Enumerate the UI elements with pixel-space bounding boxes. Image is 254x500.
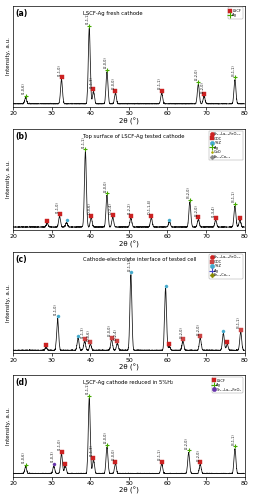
Text: (1,1,3): (1,1,3) bbox=[90, 76, 94, 88]
Text: (1,0,3): (1,0,3) bbox=[50, 450, 54, 462]
Text: (1,1,1): (1,1,1) bbox=[86, 382, 90, 394]
Text: (2,2,0): (2,2,0) bbox=[201, 81, 204, 92]
Text: (2,1,1): (2,1,1) bbox=[158, 448, 162, 460]
Text: Top surface of LSCF-Ag tested cathode: Top surface of LSCF-Ag tested cathode bbox=[83, 134, 184, 139]
Text: (3,1,1): (3,1,1) bbox=[231, 64, 235, 76]
Text: (1,1,1): (1,1,1) bbox=[86, 12, 90, 24]
Text: (3,2,0): (3,2,0) bbox=[179, 326, 183, 338]
Y-axis label: Intensity, a.u.: Intensity, a.u. bbox=[6, 407, 11, 445]
Text: Cathode-electrolyte interface of tested cell: Cathode-electrolyte interface of tested … bbox=[83, 257, 196, 262]
Text: (2,2,0): (2,2,0) bbox=[197, 449, 201, 461]
Text: (2,0,0): (2,0,0) bbox=[108, 324, 112, 336]
Text: (1,1,3): (1,1,3) bbox=[90, 444, 94, 456]
Text: (b): (b) bbox=[16, 132, 28, 141]
X-axis label: 2θ (°): 2θ (°) bbox=[119, 118, 139, 124]
Text: (1,2,2): (1,2,2) bbox=[127, 202, 131, 214]
Text: (1,1,0): (1,1,0) bbox=[56, 201, 60, 213]
Text: (0,2,4): (0,2,4) bbox=[109, 202, 113, 213]
Text: (0,0,6): (0,0,6) bbox=[87, 329, 91, 340]
Y-axis label: Intensity, a.u.: Intensity, a.u. bbox=[6, 284, 11, 322]
Text: LSCF-Ag fresh cathode: LSCF-Ag fresh cathode bbox=[83, 10, 142, 16]
Text: (2,0,0): (2,0,0) bbox=[103, 180, 107, 192]
Text: (2,0,0): (2,0,0) bbox=[103, 56, 107, 68]
Legend: LSCF, Ag, Sr₁.₂La₀.₈FeO₄: LSCF, Ag, Sr₁.₂La₀.₈FeO₄ bbox=[212, 377, 243, 393]
Text: (3,1,1): (3,1,1) bbox=[231, 433, 235, 445]
Text: (0,0,6): (0,0,6) bbox=[88, 202, 92, 214]
Text: (3,1,1): (3,1,1) bbox=[237, 316, 241, 328]
Text: (2,0,0): (2,0,0) bbox=[103, 432, 107, 444]
Text: (2,1,1): (2,1,1) bbox=[158, 78, 162, 90]
Text: (3,1,1): (3,1,1) bbox=[231, 190, 235, 202]
Text: (1,1,1): (1,1,1) bbox=[82, 136, 86, 147]
Text: LSCF-Ag cathode reduced in 5%H₂: LSCF-Ag cathode reduced in 5%H₂ bbox=[83, 380, 173, 386]
Text: (2,0,0): (2,0,0) bbox=[112, 78, 116, 90]
Legend: Sr₂.₂La₀.₈FeO₃.₃, GDC, YSZ, Ag, Fe₀.₅Co₀.₅: Sr₂.₂La₀.₈FeO₃.₃, GDC, YSZ, Ag, Fe₀.₅Co₀… bbox=[210, 254, 243, 279]
Y-axis label: Intensity, a.u.: Intensity, a.u. bbox=[6, 38, 11, 75]
X-axis label: 2θ (°): 2θ (°) bbox=[119, 364, 139, 371]
Text: (2,2,0): (2,2,0) bbox=[195, 204, 199, 216]
Text: (2,2,0): (2,2,0) bbox=[195, 68, 199, 80]
Text: (2,2,0): (2,2,0) bbox=[197, 323, 201, 334]
Text: (2,2,0): (2,2,0) bbox=[185, 437, 189, 448]
X-axis label: 2θ (°): 2θ (°) bbox=[119, 240, 139, 248]
Text: (1,1,0): (1,1,0) bbox=[54, 303, 58, 315]
Text: (1,1,0): (1,1,0) bbox=[58, 64, 62, 76]
Text: (2,0,0): (2,0,0) bbox=[112, 448, 116, 460]
Text: (1,1,3): (1,1,3) bbox=[81, 326, 85, 338]
Y-axis label: Intensity, a.u.: Intensity, a.u. bbox=[6, 160, 11, 198]
Text: (a): (a) bbox=[16, 8, 28, 18]
X-axis label: 2θ (°): 2θ (°) bbox=[119, 487, 139, 494]
Text: (1,0,6): (1,0,6) bbox=[22, 82, 26, 94]
Text: (0,2,4): (0,2,4) bbox=[114, 328, 118, 340]
Legend: Sr₂.₂La₀.₈FeO₃.₃, GDC, YSZ, Ag, CoO, Fe₀.₅Co₀.₅: Sr₂.₂La₀.₈FeO₃.₃, GDC, YSZ, Ag, CoO, Fe₀… bbox=[210, 130, 243, 160]
Text: (d): (d) bbox=[16, 378, 28, 388]
Text: (1,3,4): (1,3,4) bbox=[212, 205, 216, 216]
Text: (3,2,0): (3,2,0) bbox=[186, 186, 190, 198]
Legend: LSCF, Ag: LSCF, Ag bbox=[228, 8, 243, 19]
Text: (1,1,0): (1,1,0) bbox=[58, 438, 62, 450]
Text: (c): (c) bbox=[16, 255, 27, 264]
Text: (0,1,1,4): (0,1,1,4) bbox=[148, 199, 152, 214]
Text: (2,1,1,4): (2,1,1,4) bbox=[127, 256, 131, 271]
Text: (1,0,6): (1,0,6) bbox=[22, 452, 26, 463]
